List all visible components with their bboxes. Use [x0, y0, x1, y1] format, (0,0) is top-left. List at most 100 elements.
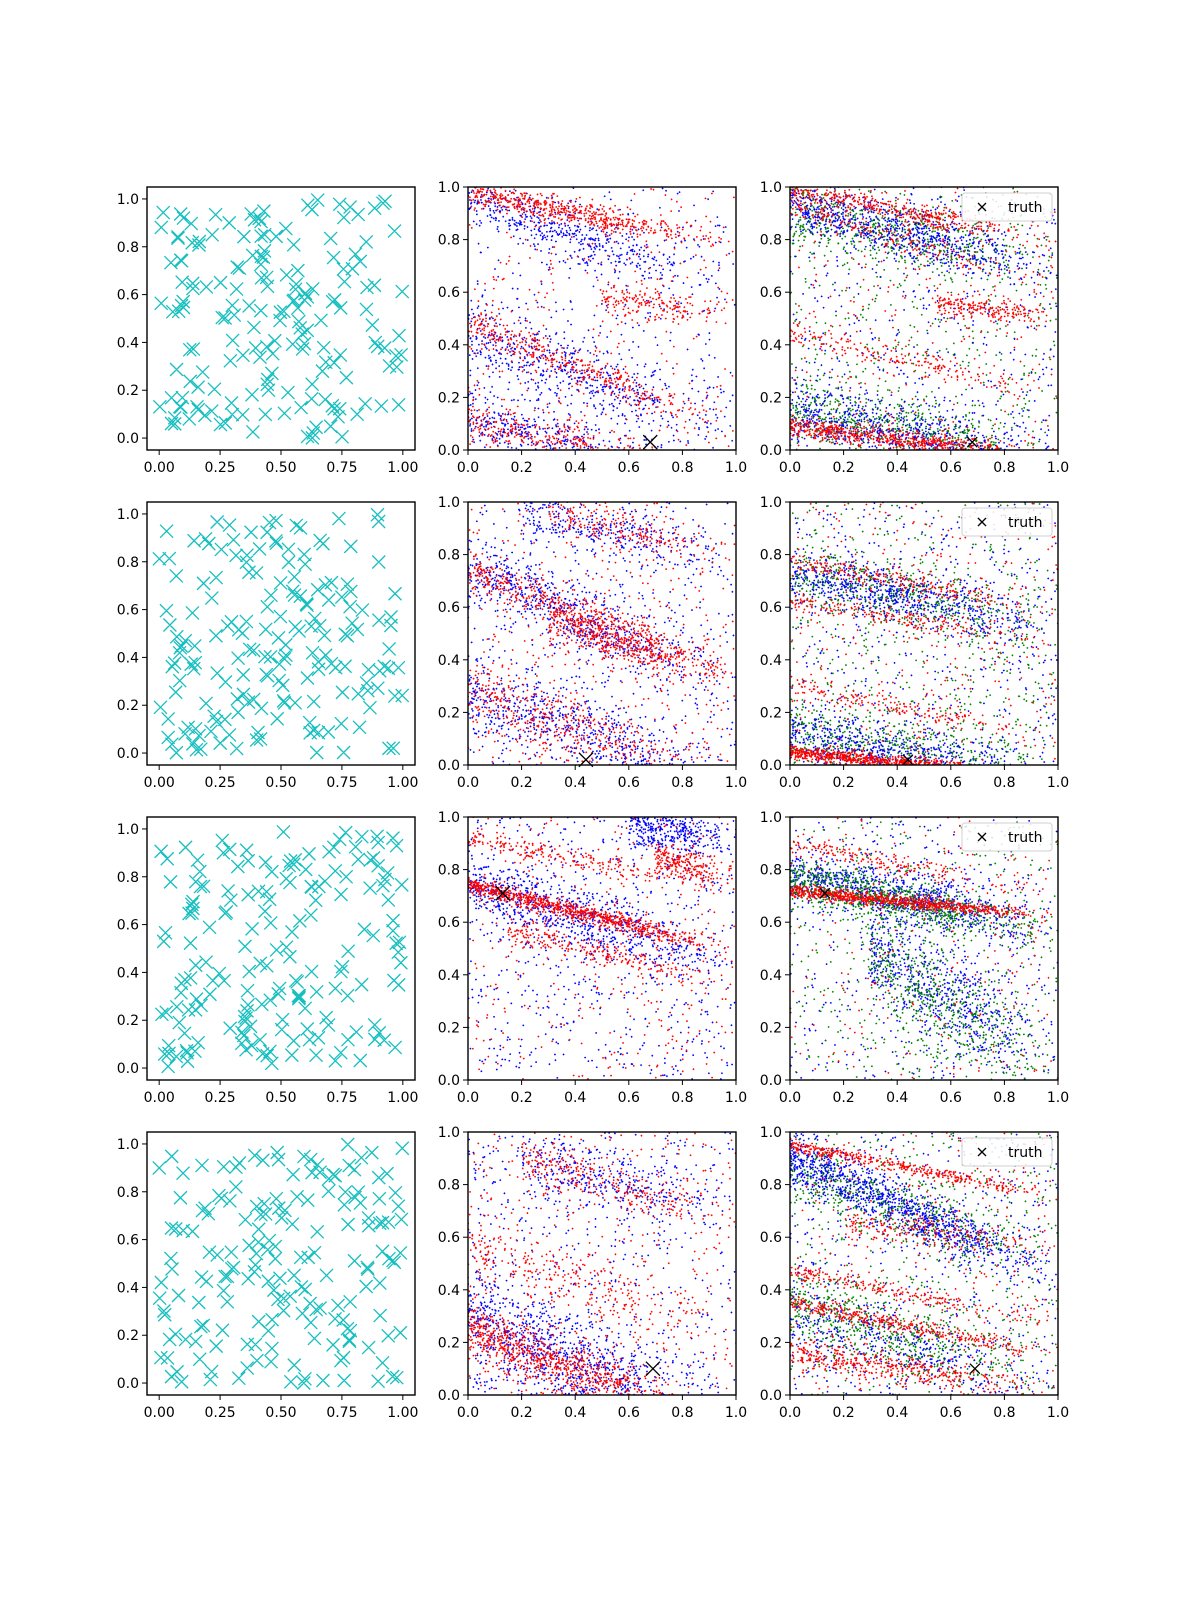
x-tick-label: 0.25	[205, 460, 236, 476]
x-tick-label: 0.8	[993, 460, 1015, 476]
point-markers	[152, 1137, 410, 1390]
y-tick-label: 1.0	[760, 810, 782, 826]
y-tick-label: 0.8	[760, 548, 782, 564]
red-samples-series	[790, 817, 1058, 1080]
x-tick-label: 0.0	[779, 1405, 801, 1421]
x-tick-label: 0.6	[618, 460, 640, 476]
red-samples-series	[468, 187, 735, 450]
sample-points	[790, 1132, 1058, 1395]
y-tick-label: 0.4	[438, 1283, 460, 1299]
blue-samples-series	[790, 817, 1058, 1080]
subplot-r0-c1: 0.0 0.2 0.4 0.6 0.8 1.0 0.0 0.2 0.4 0.6 0.8 1.0	[438, 180, 747, 476]
x-tick-label: 0.4	[886, 1090, 908, 1106]
axes-frame	[146, 1131, 416, 1396]
y-tick-label: 0.0	[760, 758, 782, 774]
x-tick-label: 0.4	[886, 775, 908, 791]
x-tick-label: 0.8	[671, 1405, 693, 1421]
x-tick-label: 0.2	[510, 1405, 532, 1421]
x-tick-label: 1.00	[387, 1090, 418, 1106]
sample-points	[790, 820, 1058, 1080]
y-tick-label: 1.0	[438, 810, 460, 826]
x-tick-label: 1.0	[725, 1405, 747, 1421]
x-tick-label: 0.6	[940, 460, 962, 476]
plot-area	[790, 502, 1058, 765]
x-tick-label: 1.0	[725, 460, 747, 476]
subplot-r3-c1: 0.0 0.2 0.4 0.6 0.8 1.0 0.0 0.2 0.4 0.6 0.8 1.0	[438, 1125, 747, 1421]
y-tick-label: 0.6	[760, 915, 782, 931]
subplot-r0-c0: 0.00 0.25 0.50 0.75 1.00 0.0 0.2 0.4 0.6 0.8 1.0	[117, 186, 418, 476]
truth-marker	[969, 1363, 981, 1375]
red-samples-series	[790, 502, 1058, 765]
x-tick-label: 0.4	[564, 460, 586, 476]
plot-area	[152, 193, 410, 445]
x-tick-label: 0.0	[779, 775, 801, 791]
y-tick-label: 0.6	[760, 600, 782, 616]
legend-box	[961, 822, 1053, 852]
x-tick-label: 0.8	[993, 1405, 1015, 1421]
y-tick-label: 0.0	[760, 443, 782, 459]
axes-frame	[467, 816, 737, 1081]
y-tick-label: 0.4	[117, 650, 139, 666]
legend: truth	[961, 1137, 1053, 1167]
y-tick-label: 0.2	[117, 383, 139, 399]
subplot-r3-c0: 0.00 0.25 0.50 0.75 1.00 0.0 0.2 0.4 0.6 0.8 1.0	[117, 1131, 418, 1421]
x-tick-label: 0.8	[671, 460, 693, 476]
sample-points	[790, 187, 1058, 450]
y-tick-label: 0.0	[438, 1073, 460, 1089]
subplot-r3-c2: 0.0 0.2 0.4 0.6 0.8 1.0 0.0 0.2 0.4 0.6 0.8 1.0 trut…	[760, 1125, 1069, 1421]
legend-truth-marker	[977, 832, 987, 842]
y-tick-label: 0.8	[438, 548, 460, 564]
y-tick-label: 0.6	[117, 918, 139, 934]
axes-frame	[789, 1131, 1059, 1396]
legend-label: truth	[1008, 200, 1042, 216]
x-tick-label: 0.4	[564, 775, 586, 791]
x-tick-label: 0.0	[779, 1090, 801, 1106]
x-tick-label: 0.2	[510, 1090, 532, 1106]
blue-samples-series	[468, 1132, 736, 1395]
x-tick-label: 0.75	[326, 460, 357, 476]
blue-samples-series	[790, 187, 1058, 450]
y-tick-label: 0.0	[117, 1376, 139, 1392]
points-series	[152, 507, 410, 760]
truth-marker	[819, 887, 831, 899]
axes-frame	[467, 1131, 737, 1396]
y-tick-label: 0.4	[117, 1280, 139, 1296]
subplot-r2-c2: 0.0 0.2 0.4 0.6 0.8 1.0 0.0 0.2 0.4 0.6 0.8 1.0 trut…	[760, 810, 1069, 1106]
legend-label: truth	[1008, 830, 1042, 846]
legend: truth	[961, 192, 1053, 222]
y-tick-label: 0.2	[438, 1020, 460, 1036]
x-tick-label: 0.50	[265, 1090, 296, 1106]
x-tick-label: 0.2	[832, 775, 854, 791]
x-tick-label: 0.50	[265, 460, 296, 476]
sample-points	[468, 817, 736, 1080]
y-tick-label: 1.0	[117, 507, 139, 523]
x-tick-label: 0.2	[832, 1090, 854, 1106]
axes-frame	[467, 501, 737, 766]
y-tick-label: 1.0	[117, 1137, 139, 1153]
points-series	[152, 193, 410, 445]
y-tick-label: 0.6	[117, 603, 139, 619]
y-tick-label: 0.0	[760, 1073, 782, 1089]
x-tick-label: 0.2	[510, 775, 532, 791]
sample-points	[468, 187, 736, 450]
sample-points	[790, 187, 1058, 450]
x-tick-label: 1.0	[725, 775, 747, 791]
legend-box	[961, 192, 1053, 222]
plot-area	[790, 817, 1058, 1080]
y-tick-label: 1.0	[117, 822, 139, 838]
x-tick-label: 0.00	[144, 1405, 175, 1421]
y-tick-label: 0.2	[760, 1335, 782, 1351]
y-tick-label: 0.2	[117, 1013, 139, 1029]
y-tick-label: 0.4	[438, 968, 460, 984]
y-tick-label: 0.6	[438, 285, 460, 301]
truth-marker	[902, 754, 914, 766]
x-tick-label: 0.4	[564, 1090, 586, 1106]
x-tick-label: 0.6	[618, 775, 640, 791]
y-tick-label: 0.4	[760, 653, 782, 669]
y-tick-label: 0.8	[438, 233, 460, 249]
legend-box	[961, 1137, 1053, 1167]
sample-points	[790, 817, 1058, 1080]
x-tick-label: 1.0	[725, 1090, 747, 1106]
y-tick-label: 0.8	[117, 240, 139, 256]
subplot-r2-c1: 0.0 0.2 0.4 0.6 0.8 1.0 0.0 0.2 0.4 0.6 0.8 1.0	[438, 810, 747, 1106]
